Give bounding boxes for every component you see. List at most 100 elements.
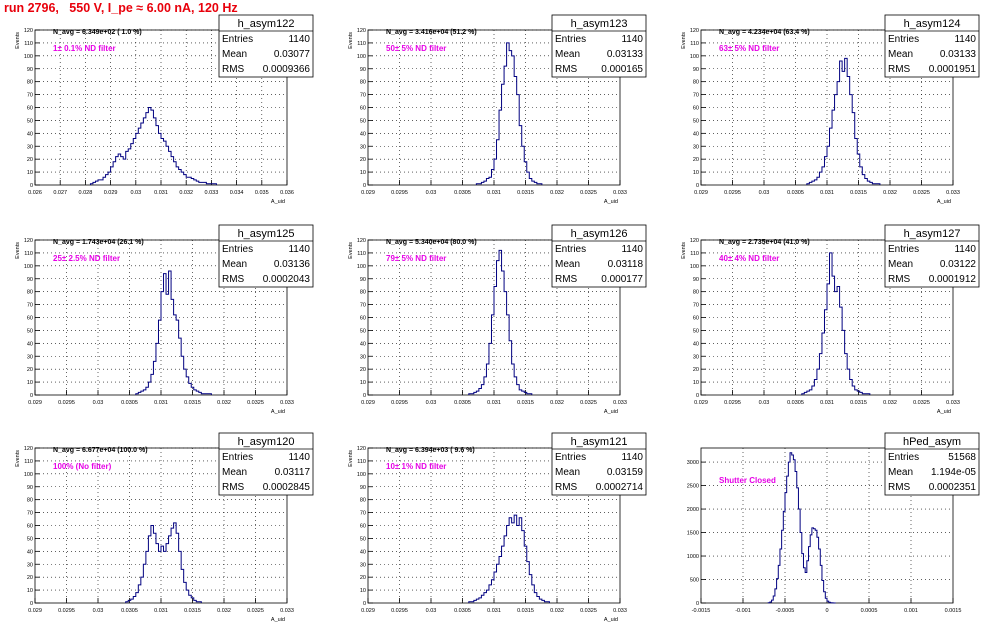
x-tick-label: 0.031 xyxy=(487,400,501,406)
x-tick-label: 0.0315 xyxy=(850,190,867,196)
histogram-panel-h_asym124: 0.029 0.0295 0.03 0.0305 0.031 0.0315 0.032 0.0… xyxy=(681,14,980,205)
histogram-name: h_asym123 xyxy=(571,18,628,30)
y-tick-label: 80 xyxy=(360,498,366,504)
x-tick-label: 0.0305 xyxy=(454,190,471,196)
y-tick-label: 50 xyxy=(360,118,366,124)
stats-mean-value: 0.03136 xyxy=(274,259,311,270)
y-tick-label: 70 xyxy=(27,303,33,309)
stats-entries-value: 1140 xyxy=(621,244,643,255)
stats-box-frame xyxy=(884,432,980,496)
stats-entries-value: 1140 xyxy=(288,244,310,255)
y-tick-label: 50 xyxy=(27,536,33,542)
y-tick-label: 20 xyxy=(27,367,33,373)
stats-rms-value: 0.0002845 xyxy=(263,482,311,493)
x-tick-label: 0.0325 xyxy=(580,190,597,196)
stats-entries-label: Entries xyxy=(555,452,586,463)
y-tick-label: 100 xyxy=(357,54,366,60)
x-tick-label: 0.03 xyxy=(759,400,770,406)
y-tick-label: 110 xyxy=(690,251,699,257)
y-tick-label: 70 xyxy=(360,511,366,517)
x-tick-label: 0.0305 xyxy=(121,400,138,406)
stats-rms-value: 0.0002714 xyxy=(596,482,644,493)
histogram-line xyxy=(475,42,543,185)
x-tick-label: 0.034 xyxy=(230,190,244,196)
stats-rms-label: RMS xyxy=(888,64,911,75)
stats-rms-value: 0.000165 xyxy=(601,64,643,75)
y-tick-label: 100 xyxy=(357,264,366,270)
histogram-line xyxy=(801,252,871,395)
stats-mean-label: Mean xyxy=(888,49,913,60)
stats-box: h_asym122 Entries 1140 Mean 0.03077 RMS 0.0009… xyxy=(218,14,314,78)
y-tick-label: 500 xyxy=(690,578,699,584)
stats-entries-label: Entries xyxy=(888,244,919,255)
y-axis-title: Events xyxy=(681,242,687,259)
stats-box-frame xyxy=(884,224,980,288)
x-tick-label: 0.036 xyxy=(280,190,294,196)
stats-rms-value: 0.0002043 xyxy=(263,274,311,285)
histogram-name: h_asym121 xyxy=(571,436,628,448)
x-tick-label: 0.031 xyxy=(487,190,501,196)
x-tick-label: 0.0315 xyxy=(184,608,201,614)
y-tick-label: 60 xyxy=(27,316,33,322)
histogram-name: h_asym120 xyxy=(238,436,295,448)
stats-mean-label: Mean xyxy=(888,259,913,270)
stats-entries-label: Entries xyxy=(222,34,253,45)
x-tick-label: 0.033 xyxy=(280,400,294,406)
filter-label: 40± 4% ND filter xyxy=(719,254,779,263)
y-tick-label: 90 xyxy=(360,485,366,491)
x-tick-label: 0.032 xyxy=(550,400,564,406)
n-avg-label: N_avg = 4.234e+04 (63.4 %) xyxy=(719,29,810,36)
plot-frame xyxy=(34,447,288,604)
histogram-line xyxy=(135,270,212,395)
y-tick-label: 20 xyxy=(360,157,366,163)
x-tick-label: -0.001 xyxy=(735,608,751,614)
y-tick-label: 20 xyxy=(693,157,699,163)
filter-label: 10± 1% ND filter xyxy=(386,462,446,471)
y-tick-label: 90 xyxy=(360,67,366,73)
filter-label: 100% (No filter) xyxy=(53,462,112,471)
y-tick-label: 90 xyxy=(693,277,699,283)
stats-rms-value: 0.0002351 xyxy=(929,482,977,493)
x-tick-label: 0.0325 xyxy=(247,608,264,614)
x-axis-title: A_uid xyxy=(271,409,285,415)
x-tick-label: 0.001 xyxy=(904,608,918,614)
x-tick-label: 0.029 xyxy=(361,400,375,406)
y-tick-label: 70 xyxy=(693,93,699,99)
stats-mean-value: 0.03133 xyxy=(607,49,644,60)
stats-rms-value: 0.000177 xyxy=(601,274,643,285)
x-tick-label: 0.032 xyxy=(883,190,897,196)
stats-entries-value: 1140 xyxy=(288,34,310,45)
stats-box: h_asym121 Entries 1140 Mean 0.03159 RMS 0.0002… xyxy=(551,432,647,496)
y-axis-title: Events xyxy=(681,32,687,49)
y-tick-label: 120 xyxy=(24,238,33,244)
stats-box-frame xyxy=(218,224,314,288)
x-tick-label: 0.03 xyxy=(426,190,437,196)
y-tick-label: 60 xyxy=(360,524,366,530)
y-tick-label: 60 xyxy=(360,316,366,322)
plot-frame xyxy=(34,29,288,186)
y-axis-title: Events xyxy=(348,242,354,259)
stats-box-frame xyxy=(551,432,647,496)
stats-entries-value: 1140 xyxy=(954,244,976,255)
y-tick-label: 30 xyxy=(693,354,699,360)
x-tick-label: 0.029 xyxy=(694,400,708,406)
x-tick-label: 0.0295 xyxy=(391,190,408,196)
y-tick-label: 100 xyxy=(24,54,33,60)
y-tick-label: 10 xyxy=(27,380,33,386)
stats-mean-value: 0.03159 xyxy=(607,467,644,478)
y-tick-label: 20 xyxy=(360,367,366,373)
histogram-line xyxy=(125,522,202,603)
x-tick-label: 0.0325 xyxy=(580,608,597,614)
y-axis-title: Events xyxy=(348,32,354,49)
y-tick-label: 10 xyxy=(693,380,699,386)
y-tick-label: 80 xyxy=(27,498,33,504)
histogram-panel-h_asym120: 0.029 0.0295 0.03 0.0305 0.031 0.0315 0.032 0.0… xyxy=(15,432,314,622)
x-tick-label: 0.029 xyxy=(361,608,375,614)
y-tick-label: 90 xyxy=(27,485,33,491)
stats-entries-label: Entries xyxy=(888,452,919,463)
x-tick-label: 0.033 xyxy=(946,190,960,196)
y-tick-label: 0 xyxy=(363,183,366,189)
y-tick-label: 70 xyxy=(693,303,699,309)
histogram-name: hPed_asym xyxy=(903,436,961,448)
